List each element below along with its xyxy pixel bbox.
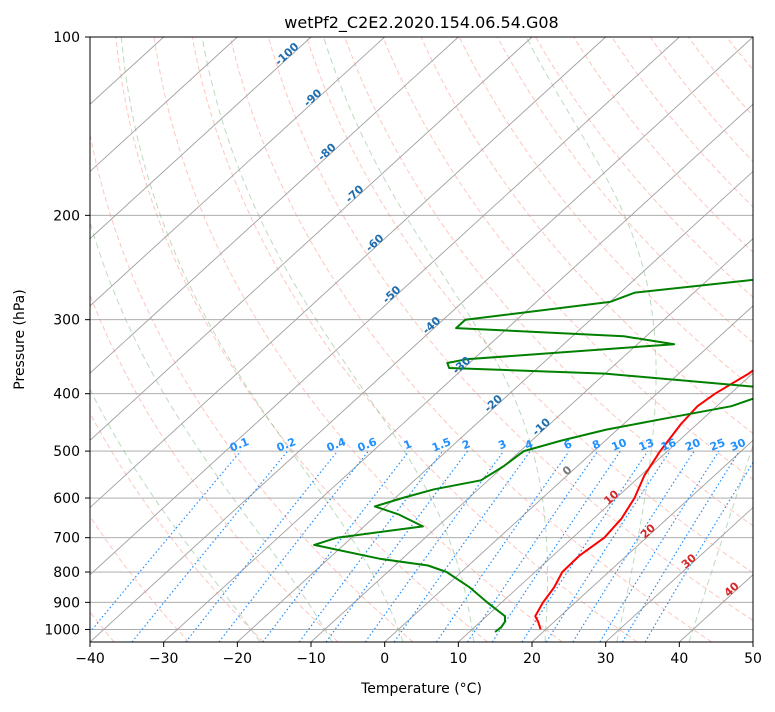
x-tick-label: −40 <box>75 651 105 667</box>
x-tick-label: 30 <box>597 651 615 667</box>
y-axis-label: Pressure (hPa) <box>12 289 28 389</box>
x-tick-label: 40 <box>670 651 688 667</box>
x-tick-label: 50 <box>744 651 762 667</box>
x-tick-label: 0 <box>380 651 389 667</box>
x-tick-label: −10 <box>296 651 326 667</box>
y-tick-label: 900 <box>53 595 80 611</box>
x-axis-label: Temperature (°C) <box>360 681 482 697</box>
x-tick-label: −30 <box>149 651 179 667</box>
y-tick-label: 200 <box>53 208 80 224</box>
y-tick-label: 100 <box>53 30 80 46</box>
y-tick-label: 300 <box>53 313 80 329</box>
y-tick-label: 400 <box>53 387 80 403</box>
x-tick-label: −20 <box>223 651 253 667</box>
x-tick-label: 20 <box>523 651 541 667</box>
y-tick-label: 800 <box>53 565 80 581</box>
y-tick-label: 700 <box>53 531 80 547</box>
x-tick-label: 10 <box>449 651 467 667</box>
y-tick-label: 1000 <box>44 622 80 638</box>
y-tick-label: 500 <box>53 444 80 460</box>
y-tick-label: 600 <box>53 491 80 507</box>
chart-title: wetPf2_C2E2.2020.154.06.54.G08 <box>284 13 558 33</box>
